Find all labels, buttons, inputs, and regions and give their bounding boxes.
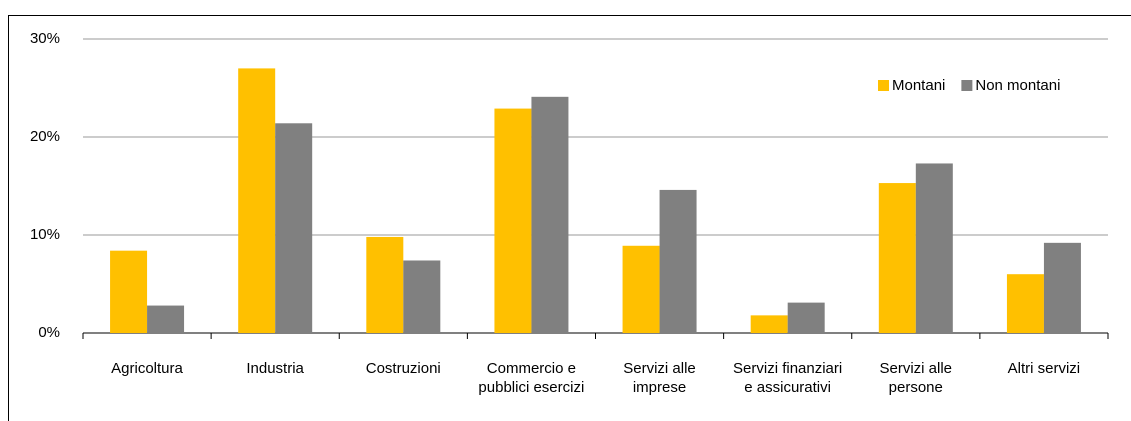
y-tick-label: 20% xyxy=(30,128,60,145)
bar xyxy=(366,236,404,333)
x-tick-label: Servizi finanziari e assicurativi xyxy=(733,360,843,396)
y-tick-label: 30% xyxy=(30,30,60,47)
legend-label: Montani xyxy=(892,77,945,94)
bar xyxy=(110,250,148,333)
x-tick-label: Industria xyxy=(246,360,304,377)
x-tick-label: Agricoltura xyxy=(111,360,183,377)
bar xyxy=(147,305,185,333)
y-tick-label: 0% xyxy=(38,324,60,341)
bar xyxy=(622,245,660,333)
bar xyxy=(1043,242,1081,333)
bar xyxy=(915,163,953,333)
bar xyxy=(531,96,569,333)
bar xyxy=(275,123,313,333)
bar xyxy=(494,108,532,333)
x-tick-label: Commercio e pubblici esercizi xyxy=(478,360,585,396)
bar xyxy=(750,315,788,333)
x-tick-label: Servizi alle persone xyxy=(879,360,953,396)
bar xyxy=(238,68,276,334)
bar xyxy=(1006,274,1044,333)
legend-label: Non montani xyxy=(975,77,1060,94)
bar xyxy=(403,260,441,333)
x-tick-label: Altri servizi xyxy=(1007,360,1081,377)
legend-swatch xyxy=(878,80,889,91)
y-tick-label: 10% xyxy=(30,226,60,243)
bar xyxy=(878,183,916,333)
x-tick-label: Servizi alle imprese xyxy=(623,360,696,396)
bar xyxy=(659,189,697,333)
bar xyxy=(787,302,825,333)
x-tick-label: Costruzioni xyxy=(365,360,441,377)
legend-swatch xyxy=(961,80,973,91)
